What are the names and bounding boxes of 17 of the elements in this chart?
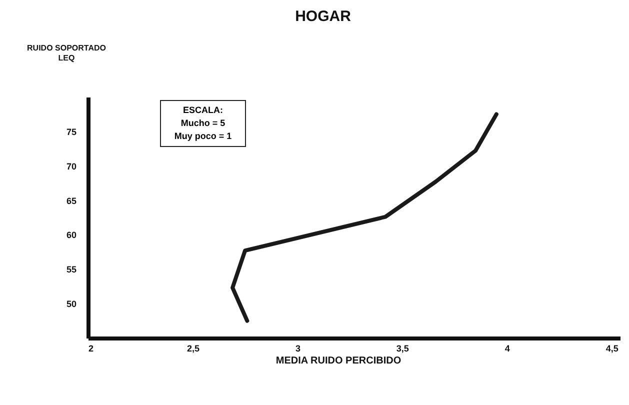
x-tick-label: 4,5 <box>606 344 618 354</box>
annotation: ESCALA: Mucho = 5 Muy poco = 1 <box>160 100 246 147</box>
x-tick-label: 2,5 <box>186 344 200 354</box>
y-tick-label: 70 <box>66 161 76 172</box>
x-tick-label: 2 <box>88 344 94 354</box>
x-tick-label: 3,5 <box>396 344 409 354</box>
y-tick-label: 50 <box>66 299 76 310</box>
x-tick-label: 4 <box>504 344 510 354</box>
y-axis-title: RUIDO SOPORTADO LEQ <box>27 44 106 62</box>
y-tick-label: 60 <box>66 230 76 240</box>
x-axis-title: MEDIA RUIDO PERCIBIDO <box>276 356 402 366</box>
line-series <box>230 112 498 323</box>
y-tick-label: 75 <box>66 126 76 137</box>
y-tick-label: 65 <box>66 196 76 206</box>
y-tick-label: 55 <box>66 264 76 275</box>
chart-title: HOGAR <box>295 8 352 25</box>
x-tick-label: 3 <box>295 344 300 354</box>
